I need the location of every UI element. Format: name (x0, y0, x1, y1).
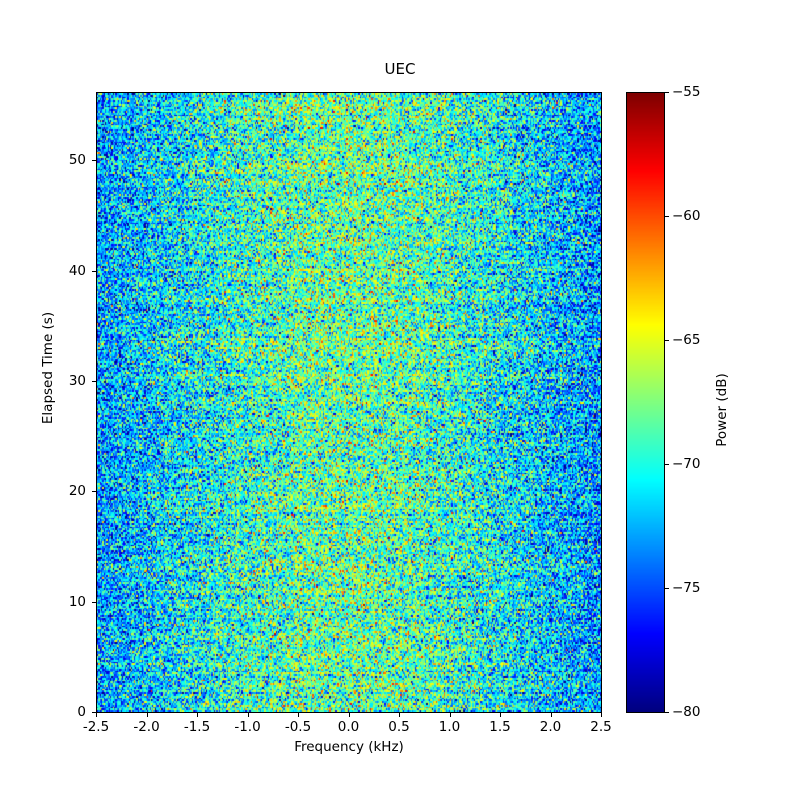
x-tick-label: -2.5 (82, 719, 110, 735)
y-tick (92, 381, 96, 383)
spectrogram-image (97, 93, 601, 712)
x-tick-label: 1.5 (489, 719, 511, 735)
colorbar-tick-label: −60 (672, 208, 701, 224)
y-tick (92, 491, 96, 493)
y-tick (92, 601, 96, 603)
colorbar-tick (665, 216, 669, 217)
x-tick-label: 0.0 (337, 719, 360, 735)
x-tick (500, 713, 501, 717)
colorbar-tick (665, 340, 669, 341)
y-axis-label: Elapsed Time (s) (40, 311, 56, 425)
colorbar-tick-label: −65 (672, 332, 701, 348)
x-tick-label: -1.5 (183, 719, 211, 735)
colorbar-tick-label: −80 (672, 704, 701, 720)
y-tick-label: 40 (68, 262, 86, 279)
y-tick (92, 160, 96, 162)
x-tick-label: -1.0 (234, 719, 261, 735)
x-tick (247, 713, 249, 717)
x-tick-label: -0.5 (284, 719, 312, 735)
title-line-name: UEC (384, 60, 416, 78)
x-tick (399, 713, 400, 717)
x-tick (298, 713, 299, 717)
x-tick (449, 713, 451, 717)
x-tick (550, 713, 552, 717)
x-tick (197, 713, 198, 717)
colorbar (626, 92, 665, 713)
colorbar-tick (665, 588, 669, 589)
colorbar-tick-label: −55 (672, 84, 701, 100)
x-axis-label: Frequency (kHz) (294, 739, 404, 755)
y-tick (92, 712, 96, 713)
y-tick (92, 270, 96, 272)
colorbar-label: Power (dB) (714, 373, 730, 447)
colorbar-tick-label: −75 (672, 580, 701, 596)
x-tick (348, 713, 350, 717)
x-tick-label: 2.5 (590, 719, 612, 735)
colorbar-tick (665, 712, 669, 713)
colorbar-tick (665, 464, 669, 465)
colorbar-gradient (627, 93, 664, 712)
y-tick-label: 50 (68, 152, 86, 169)
x-tick (96, 713, 97, 717)
x-tick-label: 0.5 (388, 719, 410, 735)
x-tick-label: 1.0 (438, 719, 461, 735)
x-tick (146, 713, 148, 717)
colorbar-tick-label: −70 (672, 456, 701, 472)
y-tick-label: 10 (68, 593, 86, 610)
y-tick-label: 0 (77, 704, 86, 720)
spectrogram-axes (96, 92, 602, 713)
y-tick-label: 30 (68, 373, 86, 390)
colorbar-tick (665, 92, 669, 93)
x-tick-label: -2.0 (133, 719, 160, 735)
y-tick-label: 20 (68, 483, 86, 500)
x-tick-label: 2.0 (539, 719, 562, 735)
x-tick (601, 713, 602, 717)
